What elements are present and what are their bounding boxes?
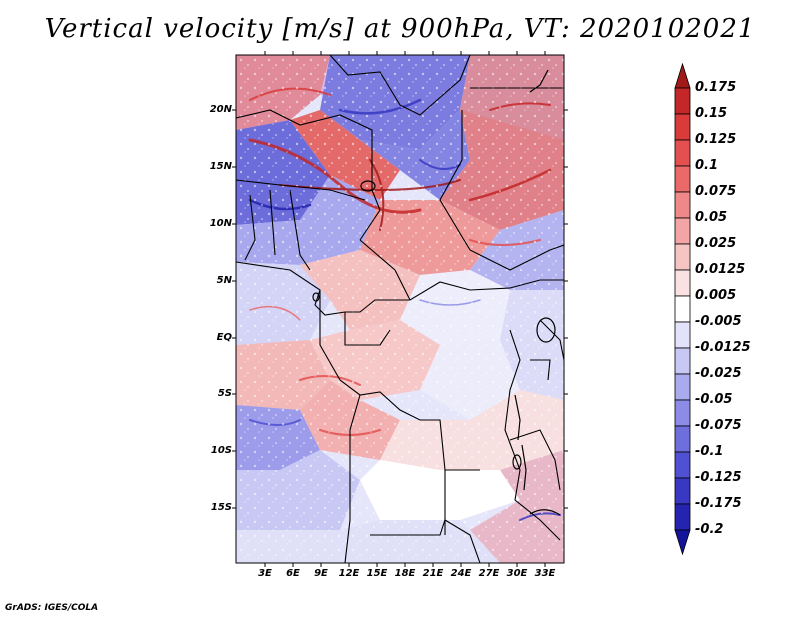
colorbar-label: -0.075	[695, 418, 742, 433]
lon-label: 21E	[422, 568, 444, 579]
colorbar-swatch	[674, 191, 691, 219]
lon-label: 3E	[258, 568, 272, 579]
colorbar-label: -0.2	[695, 522, 724, 537]
lon-label: 18E	[394, 568, 416, 579]
lon-label: 30E	[506, 568, 528, 579]
colorbar-swatch	[674, 217, 691, 245]
colorbar-arrow-top	[674, 62, 691, 89]
colorbar-swatch	[674, 113, 691, 141]
colorbar-swatch	[674, 477, 691, 505]
map-frame	[235, 54, 565, 564]
colorbar-arrow-bottom	[674, 529, 691, 556]
colorbar-swatch	[674, 347, 691, 375]
lat-label: 10N	[209, 218, 232, 229]
colorbar-label: -0.175	[695, 496, 742, 511]
lat-label: 20N	[209, 104, 232, 115]
lat-label: 5N	[216, 275, 232, 286]
lon-label: 24E	[450, 568, 472, 579]
colorbar-label: -0.005	[695, 314, 742, 329]
lat-ticks	[232, 109, 568, 509]
colorbar-label: -0.125	[695, 470, 742, 485]
lon-label: 12E	[338, 568, 360, 579]
colorbar-label: -0.1	[695, 444, 724, 459]
colorbar-swatch	[674, 321, 691, 349]
colorbar-swatch	[674, 87, 691, 115]
colorbar-swatch	[674, 451, 691, 479]
lon-label: 6E	[286, 568, 300, 579]
velocity-field	[236, 55, 564, 563]
colorbar-label: 0.15	[695, 106, 728, 121]
colorbar-label: -0.025	[695, 366, 742, 381]
colorbar-label: 0.0125	[695, 262, 746, 277]
chart-title: Vertical velocity [m/s] at 900hPa, VT: 2…	[44, 14, 756, 44]
colorbar-label: 0.175	[695, 80, 737, 95]
lon-label: 27E	[478, 568, 500, 579]
lon-label: 33E	[534, 568, 556, 579]
country-borders	[236, 55, 564, 563]
colorbar-label: 0.05	[695, 210, 728, 225]
colorbar-label: 0.1	[695, 158, 719, 173]
colorbar-swatch	[674, 295, 691, 323]
colorbar	[674, 62, 691, 556]
colorbar-label: -0.0125	[695, 340, 751, 355]
colorbar-label: 0.025	[695, 236, 737, 251]
lat-label: EQ	[216, 332, 232, 343]
colorbar-swatch	[674, 373, 691, 401]
lakes	[312, 69, 561, 516]
colorbar-swatch	[674, 139, 691, 167]
colorbar-label: 0.125	[695, 132, 737, 147]
lat-label: 5S	[217, 388, 232, 399]
colorbar-swatch	[674, 399, 691, 427]
lon-label: 15E	[366, 568, 388, 579]
colorbar-swatch	[674, 425, 691, 453]
lat-label: 15S	[210, 502, 232, 513]
colorbar-swatch	[674, 165, 691, 193]
colorbar-swatch	[674, 243, 691, 271]
lat-label: 10S	[210, 445, 232, 456]
lon-label: 9E	[314, 568, 328, 579]
colorbar-label: -0.05	[695, 392, 733, 407]
colorbar-label: 0.005	[695, 288, 737, 303]
colorbar-swatch	[674, 269, 691, 297]
colorbar-swatch	[674, 503, 691, 531]
credit-label: GrADS: IGES/COLA	[5, 603, 99, 613]
colorbar-label: 0.075	[695, 184, 737, 199]
lon-ticks	[264, 51, 546, 567]
lat-label: 15N	[209, 161, 232, 172]
